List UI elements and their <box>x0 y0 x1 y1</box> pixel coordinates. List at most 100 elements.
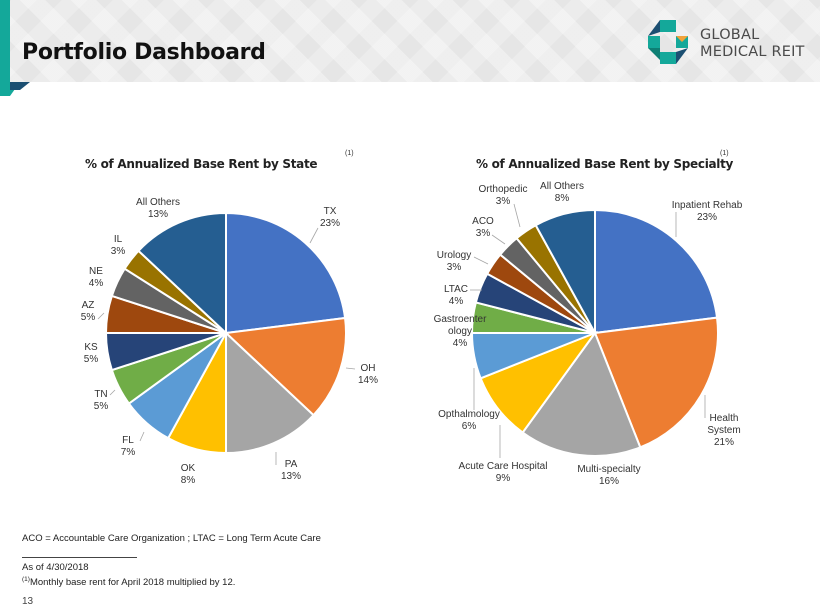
data-label-name: NE <box>89 266 103 277</box>
data-label-name: Opthalmology <box>438 409 500 420</box>
leader-line <box>345 367 356 370</box>
data-label-fl: FL 7% <box>121 435 136 458</box>
leader-line <box>97 312 105 320</box>
logo-text-line2: MEDICAL REIT <box>700 44 805 60</box>
specialty-chart-title: % of Annualized Base Rent by Specialty <box>476 157 734 171</box>
leader-line <box>109 389 116 396</box>
state-pie: TX 23%OH 14%PA 13%OK 8%FL 7%TN 5%KS 5%AZ 5%NE 4%I… <box>81 197 378 486</box>
data-label-ltac: LTAC 4% <box>444 284 468 307</box>
data-label-name: ACO <box>472 216 494 227</box>
footnote-marker: (1) <box>22 576 30 583</box>
data-label-oh: OH 14% <box>358 363 378 386</box>
data-label-value: 8% <box>555 193 570 204</box>
leader-line <box>513 203 521 228</box>
page-title: Portfolio Dashboard <box>22 40 266 65</box>
data-label-urology: Urology 3% <box>437 250 471 273</box>
data-label-orthopedic: Orthopedic 3% <box>479 184 528 207</box>
data-label-name: Health <box>710 413 739 424</box>
data-label-name: Urology <box>437 250 471 261</box>
abbreviation-note: ACO = Accountable Care Organization ; LT… <box>22 533 321 544</box>
data-label-name: TN <box>94 389 107 400</box>
data-label-value: 21% <box>714 437 734 448</box>
data-label-value: 13% <box>281 471 301 482</box>
as-of-date: As of 4/30/2018 <box>22 562 89 573</box>
logo-part-dark1 <box>648 20 660 36</box>
data-label-acute-care-hospital: Acute Care Hospital 9% <box>459 461 548 484</box>
data-label-value: 4% <box>453 338 468 349</box>
data-label-value: 7% <box>121 447 136 458</box>
data-label-name: IL <box>114 234 123 245</box>
data-label-name: OK <box>181 463 196 474</box>
data-label-value: 6% <box>462 421 477 432</box>
data-label-all-others: All Others 8% <box>540 181 584 204</box>
data-label-name: System <box>707 425 740 436</box>
logo-text-line1: GLOBAL <box>700 27 760 43</box>
data-label-value: 5% <box>94 401 109 412</box>
company-logo-text: GLOBAL MEDICAL REIT <box>700 27 805 61</box>
data-label-value: 3% <box>496 196 511 207</box>
page-number: 13 <box>22 596 34 607</box>
data-label-name: AZ <box>82 300 95 311</box>
data-label-value: 23% <box>697 212 717 223</box>
data-label-name: OH <box>361 363 376 374</box>
leader-line <box>309 227 319 244</box>
data-label-value: 4% <box>449 296 464 307</box>
pie-slice-multi-specialty <box>521 330 642 457</box>
data-label-tn: TN 5% <box>94 389 109 412</box>
pie-slice-oh <box>223 316 347 417</box>
data-label-ne: NE 4% <box>89 266 104 289</box>
logo-part-bottom <box>660 52 676 64</box>
data-label-name: TX <box>324 206 337 217</box>
pie-slice-tx <box>225 211 347 335</box>
footnote: (1)Monthly base rent for April 2018 mult… <box>22 576 235 588</box>
logo-part-dark3 <box>648 48 660 60</box>
data-label-ks: KS 5% <box>84 342 99 365</box>
state-chart-title: % of Annualized Base Rent by State <box>85 157 318 171</box>
data-label-name: PA <box>285 459 298 470</box>
data-label-name: FL <box>122 435 134 446</box>
data-label-value: 13% <box>148 209 168 220</box>
data-label-name: Orthopedic <box>479 184 528 195</box>
pie-slice-pa <box>225 330 315 455</box>
data-label-az: AZ 5% <box>81 300 96 323</box>
data-label-name: LTAC <box>444 284 468 295</box>
data-label-name: Multi-specialty <box>577 464 640 475</box>
data-label-inpatient-rehab: Inpatient Rehab 23% <box>672 200 743 223</box>
pie-slice-all-others <box>137 211 227 336</box>
data-label-il: IL 3% <box>111 234 126 257</box>
data-label-value: 3% <box>111 246 126 257</box>
logo-part-left <box>648 36 660 48</box>
leader-line <box>473 256 489 265</box>
leader-line <box>139 431 145 442</box>
data-label-all-others: All Others 13% <box>136 197 180 220</box>
data-label-aco: ACO 3% <box>472 216 494 239</box>
data-label-name: All Others <box>136 197 180 208</box>
data-label-value: 8% <box>181 475 196 486</box>
data-label-pa: PA 13% <box>281 459 301 482</box>
leader-line <box>491 234 506 245</box>
data-label-value: 4% <box>89 278 104 289</box>
company-logo-icon <box>648 20 688 64</box>
state-chart-superscript: (1) <box>345 150 354 157</box>
data-label-value: 3% <box>476 228 491 239</box>
data-label-ok: OK 8% <box>181 463 196 486</box>
data-label-name: All Others <box>540 181 584 192</box>
pie-slice-health-system <box>593 316 719 449</box>
logo-part-top <box>660 20 676 32</box>
data-label-name: Inpatient Rehab <box>672 200 743 211</box>
data-label-value: 3% <box>447 262 462 273</box>
data-label-multi-specialty: Multi-specialty 16% <box>577 464 640 487</box>
data-label-gastroenterology: Gastroenter ology 4% <box>434 314 487 349</box>
pie-slice-all-others <box>534 208 596 334</box>
data-label-name: Gastroenter <box>434 314 487 325</box>
data-label-value: 5% <box>81 312 96 323</box>
data-label-opthalmology: Opthalmology 6% <box>438 409 500 432</box>
data-label-name: KS <box>84 342 98 353</box>
data-label-value: 5% <box>84 354 99 365</box>
data-label-value: 16% <box>599 476 619 487</box>
data-label-value: 14% <box>358 375 378 386</box>
specialty-chart-superscript: (1) <box>720 150 729 157</box>
data-label-health-system: Health System 21% <box>707 413 740 448</box>
logo-part-orange <box>676 36 688 42</box>
